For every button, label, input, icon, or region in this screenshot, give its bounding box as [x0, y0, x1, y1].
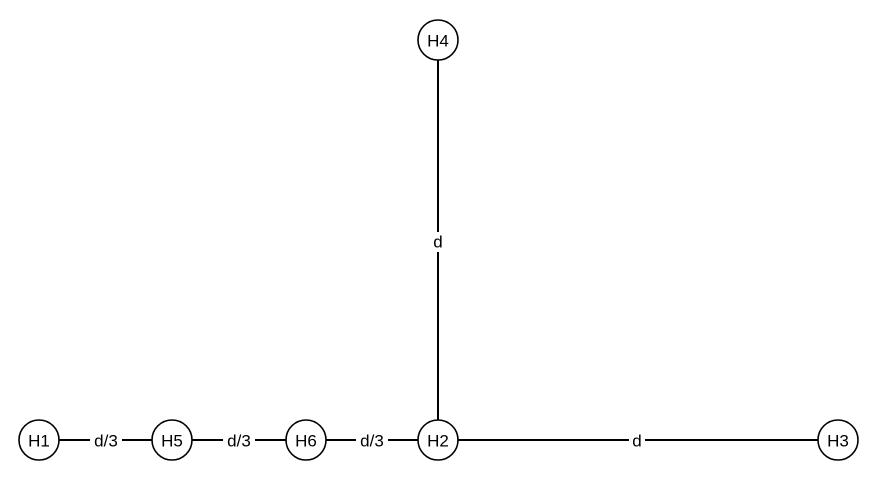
node-circle — [285, 419, 327, 461]
edge-label: d — [632, 432, 641, 451]
node-label: H1 — [28, 432, 50, 451]
edge-h6-h2: d/3 — [306, 430, 438, 451]
node-h1: H1 — [18, 419, 60, 461]
node-circle — [151, 419, 193, 461]
node-label: H3 — [827, 432, 849, 451]
edge-h5-h6: d/3 — [172, 430, 306, 451]
node-h6: H6 — [285, 419, 327, 461]
node-label: H6 — [295, 432, 317, 451]
node-circle — [817, 419, 859, 461]
edge-label-bg — [90, 430, 122, 450]
node-circle — [417, 19, 459, 61]
node-label: H2 — [427, 432, 449, 451]
node-circle — [18, 419, 60, 461]
nodes: H1 H5 H6 H2 H3 H4 — [18, 19, 859, 461]
edge-h1-h5: d/3 — [39, 430, 172, 451]
node-h4: H4 — [417, 19, 459, 61]
node-h2: H2 — [417, 419, 459, 461]
node-label: H4 — [427, 32, 449, 51]
node-circle — [417, 419, 459, 461]
edge-label: d — [433, 233, 442, 252]
edges: d/3 d/3 d/3 d d — [39, 40, 838, 451]
edge-label-bg — [356, 430, 388, 450]
node-label: H5 — [161, 432, 183, 451]
edge-label-bg — [429, 232, 447, 252]
edge-label-bg — [629, 430, 645, 450]
edge-h2-h3: d — [438, 430, 838, 451]
node-h3: H3 — [817, 419, 859, 461]
edge-label: d/3 — [94, 432, 118, 451]
edge-h2-h4: d — [429, 40, 447, 440]
edge-label: d/3 — [360, 432, 384, 451]
edge-label: d/3 — [227, 432, 251, 451]
edge-label-bg — [223, 430, 255, 450]
node-h5: H5 — [151, 419, 193, 461]
